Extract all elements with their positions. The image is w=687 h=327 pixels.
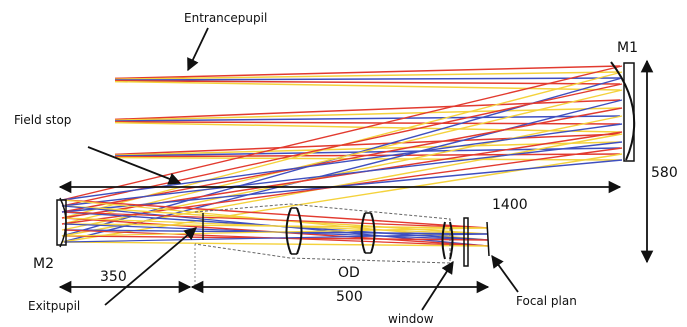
window-element xyxy=(463,217,469,267)
ray xyxy=(114,133,621,156)
m2-label: M2 xyxy=(33,256,54,272)
exit-pupil-pointer xyxy=(104,227,197,306)
ray xyxy=(61,89,623,225)
field-stop-label: Field stop xyxy=(14,113,71,127)
ray xyxy=(63,233,489,243)
ray xyxy=(63,223,489,229)
ray-bundles xyxy=(61,65,623,247)
focal-plan-label: Focal plan xyxy=(516,294,577,308)
lens-barrel-outline xyxy=(194,203,451,264)
dimension-580-label: 580 xyxy=(651,165,678,181)
focal-plane-line xyxy=(486,221,490,257)
m2-mirror xyxy=(56,197,67,248)
dimension-1400-label: 1400 xyxy=(492,197,528,213)
m1-label: M1 xyxy=(617,40,638,56)
window-label: window xyxy=(388,312,434,326)
ray xyxy=(114,77,621,81)
ray xyxy=(114,115,621,122)
ray xyxy=(114,65,621,80)
ray xyxy=(114,80,621,85)
entrance-pupil-pointer xyxy=(187,27,209,72)
ray xyxy=(114,71,621,80)
od-label: OD xyxy=(338,265,360,281)
ray xyxy=(61,65,623,201)
ray xyxy=(63,199,489,229)
lens-1 xyxy=(285,207,303,255)
ray xyxy=(63,241,489,247)
ray xyxy=(61,123,623,201)
entrance-pupil-label: Entrancepupil xyxy=(184,11,267,25)
dimension-350-label: 350 xyxy=(100,269,127,285)
ray xyxy=(61,159,623,213)
ray xyxy=(61,141,623,207)
window-pointer xyxy=(421,260,454,311)
ray xyxy=(63,211,489,229)
focal-plan-pointer xyxy=(491,254,519,293)
field-stop-pointer xyxy=(87,146,182,185)
dimension-500-label: 500 xyxy=(336,289,363,305)
ray xyxy=(114,141,621,156)
lens-3 xyxy=(441,221,454,260)
exit-pupil-label: Exitpupil xyxy=(28,299,80,313)
m1-mirror xyxy=(610,61,636,162)
ray xyxy=(63,227,489,237)
lens-2 xyxy=(360,212,376,254)
ray xyxy=(114,80,621,91)
